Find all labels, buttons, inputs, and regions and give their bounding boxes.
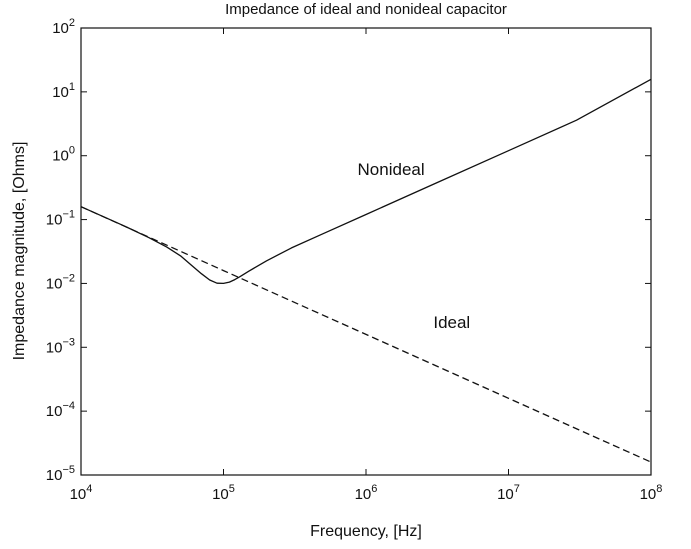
- chart-title: Impedance of ideal and nonideal capacito…: [225, 1, 507, 18]
- y-tick-label: 10−3: [46, 336, 75, 356]
- x-axis-title: Frequency, [Hz]: [310, 523, 422, 540]
- x-tick-label: 107: [497, 483, 520, 503]
- y-tick-label: 10−2: [46, 272, 75, 292]
- y-tick-label: 102: [52, 17, 75, 37]
- series-lines: [80, 78, 652, 463]
- y-axis-title: Impedance magnitude, [Ohms]: [11, 142, 28, 361]
- y-tick-label: 100: [52, 145, 75, 165]
- annotations: Nonideal Ideal: [358, 160, 471, 332]
- y-tick-label: 101: [52, 81, 75, 101]
- x-tick-label: 105: [212, 483, 235, 503]
- y-tick-label: 10−4: [46, 400, 75, 420]
- y-tick-label: 10−5: [46, 464, 75, 484]
- y-tick-label: 10−1: [46, 209, 75, 229]
- x-tick-label: 106: [355, 483, 378, 503]
- x-tick-label: 104: [70, 483, 93, 503]
- x-axis-ticks: 104 105 106 107 108: [70, 28, 663, 503]
- series-line-ideal: [80, 206, 652, 463]
- plot-frame: [80, 27, 652, 476]
- x-tick-label: 108: [640, 483, 663, 503]
- y-axis-ticks: 10−5 10−4 10−3 10−2 10−1 100 101 102: [46, 17, 651, 484]
- annotation-ideal: Ideal: [433, 313, 470, 332]
- annotation-nonideal: Nonideal: [358, 160, 425, 179]
- series-line-nonideal: [80, 78, 652, 285]
